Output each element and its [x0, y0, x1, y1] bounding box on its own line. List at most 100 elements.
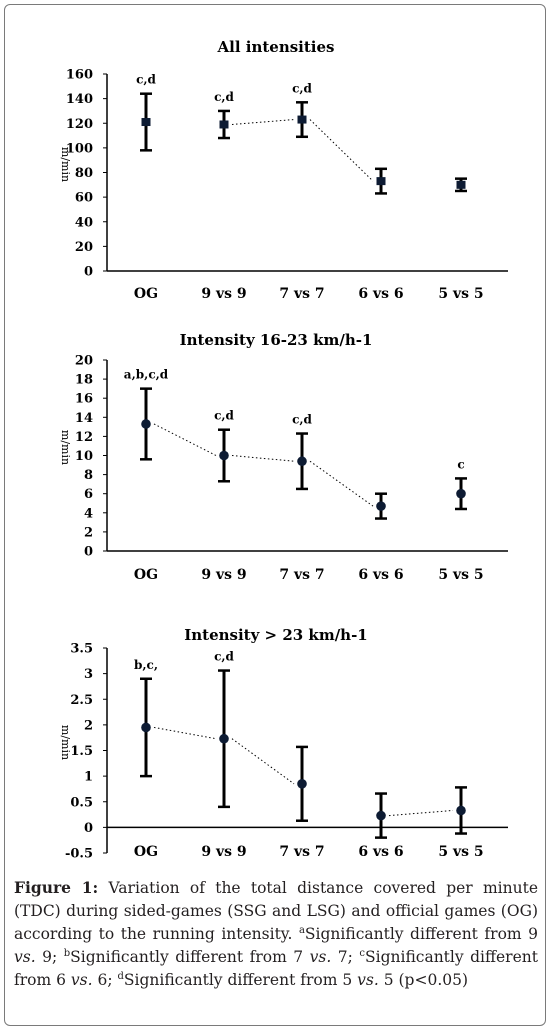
y-axis-label: m/min: [59, 147, 72, 182]
series-connector: [309, 460, 374, 507]
significance-label: a,b,c,d: [124, 368, 169, 382]
significance-label: c,d: [214, 409, 234, 423]
y-tick-label: 3.5: [70, 642, 93, 657]
y-tick-label: 120: [66, 117, 93, 132]
data-point: [219, 450, 229, 461]
data-point: [376, 501, 386, 511]
sup-b: b: [63, 947, 71, 959]
category-label: 6 vs 6: [358, 844, 403, 860]
category-label: 5 vs 5: [438, 844, 483, 860]
vs-italic: vs.: [309, 948, 332, 966]
significance-label: c,d: [214, 650, 234, 664]
caption-label: Figure 1:: [14, 878, 99, 897]
figure-charts: All intensities020406080100120140160m/mi…: [59, 38, 508, 862]
y-tick-label: -0.5: [65, 847, 93, 862]
category-label: 9 vs 9: [201, 567, 246, 583]
vs-italic: vs.: [70, 971, 93, 989]
y-tick-label: 14: [75, 411, 93, 426]
chart-1: All intensities 0 20 40 60 80 100 120 140 160 m/mi…: [59, 38, 508, 302]
category-label: 9 vs 9: [201, 286, 246, 302]
data-point: [297, 779, 307, 789]
y-tick-label: 2: [84, 718, 93, 733]
caption-text-a2: 9;: [35, 948, 64, 966]
sup-d: d: [117, 970, 124, 982]
y-tick-label: 140: [66, 92, 93, 107]
y-tick-label: 20: [75, 240, 93, 255]
data-point: [219, 120, 229, 129]
category-label: OG: [134, 286, 158, 302]
sup-c: c: [359, 947, 365, 959]
y-axis-label: m/min: [59, 725, 72, 760]
data-point: [297, 456, 307, 467]
data-point: [141, 419, 151, 429]
category-label: 7 vs 7: [279, 567, 324, 583]
data-point: [376, 177, 386, 186]
y-axis-label: m/min: [59, 430, 72, 465]
caption-text-c2: 6;: [92, 971, 118, 989]
y-tick-label: 1.5: [70, 744, 93, 759]
y-tick-label: 3: [84, 667, 93, 682]
significance-label: b,c,: [134, 658, 158, 672]
series-connector: [388, 809, 454, 817]
y-tick-label: 12: [75, 430, 93, 445]
y-tick-label: 18: [75, 373, 93, 388]
series-connector: [231, 119, 295, 125]
significance-label: c,d: [214, 90, 234, 104]
data-point: [456, 488, 466, 499]
sup-a: a: [298, 924, 305, 936]
y-tick-label: 40: [75, 215, 93, 230]
y-tick-label: 160: [66, 68, 93, 83]
y-tick-label: 6: [84, 487, 93, 502]
caption-text-b2: 7;: [331, 948, 360, 966]
category-label: 9 vs 9: [201, 844, 246, 860]
category-label: 5 vs 5: [438, 286, 483, 302]
caption-text-b: Significantly different from 7: [70, 948, 310, 966]
y-tick-label: 10: [75, 449, 93, 464]
y-tick-label: 0.5: [70, 795, 93, 810]
data-point: [297, 115, 307, 124]
category-label: 5 vs 5: [438, 567, 483, 583]
caption-text-d2: 5 (p<0.05): [378, 971, 469, 989]
caption-text-c: Significantly different from 6: [14, 948, 538, 989]
caption-text: Variation of the total distance covered …: [14, 879, 538, 943]
category-label: 7 vs 7: [279, 844, 324, 860]
caption-text-d: Significantly different from 5: [123, 971, 358, 989]
y-tick-label: 16: [75, 392, 93, 407]
figure-frame: [4, 4, 546, 1026]
figure-caption: Figure 1: Variation of the total distanc…: [14, 876, 538, 992]
significance-label: c,d: [292, 413, 312, 427]
series-connector: [153, 423, 217, 456]
chart-3: Intensity > 23 km/h-1 -0.5 0 0.5 1 1.5 2 2.5 3 3.…: [59, 626, 508, 862]
significance-label: c: [457, 457, 464, 471]
data-point: [456, 180, 466, 189]
data-point: [456, 805, 466, 816]
chart-title: All intensities: [217, 38, 335, 56]
category-label: 6 vs 6: [358, 286, 403, 302]
category-label: 6 vs 6: [358, 567, 403, 583]
y-tick-label: 1: [84, 770, 93, 785]
significance-label: c,d: [292, 81, 312, 95]
significance-label: c,d: [136, 73, 156, 87]
series-connector: [309, 119, 374, 182]
y-tick-label: 2.5: [70, 693, 93, 708]
vs-italic: vs.: [357, 971, 379, 989]
category-label: OG: [134, 844, 158, 860]
series-connector: [231, 455, 295, 462]
y-tick-label: 0: [84, 545, 93, 560]
y-tick-label: 2: [84, 525, 93, 540]
data-point: [376, 810, 386, 821]
data-point: [141, 118, 151, 127]
y-tick-label: 100: [66, 141, 93, 156]
data-point: [141, 722, 151, 733]
chart-2: Intensity 16-23 km/h-1 0 2 4 6 8 10 12 14 16 18 20 m…: [59, 331, 508, 583]
data-point: [219, 733, 229, 744]
chart-title: Intensity > 23 km/h-1: [184, 626, 368, 644]
y-tick-label: 0: [84, 821, 93, 836]
y-tick-label: 20: [75, 354, 93, 369]
caption-text-a: Significantly different from 9: [304, 925, 538, 943]
y-tick-label: 8: [84, 468, 93, 483]
vs-italic: vs.: [14, 948, 36, 966]
chart-title: Intensity 16-23 km/h-1: [180, 331, 373, 349]
series-connector: [231, 738, 295, 785]
y-tick-label: 80: [75, 166, 93, 181]
